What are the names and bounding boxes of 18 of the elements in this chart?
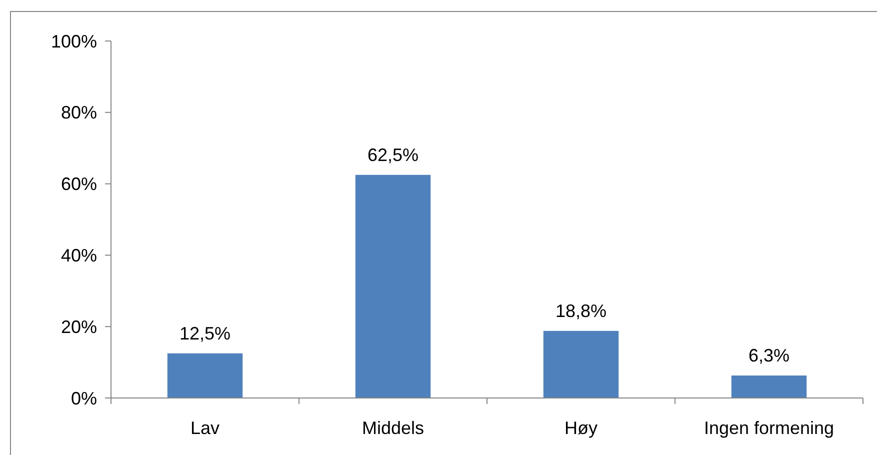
bar [355, 174, 431, 398]
x-tick-label: Ingen formening [704, 418, 834, 438]
bar [167, 353, 243, 398]
data-label: 6,3% [748, 346, 790, 366]
y-tick-label: 20% [60, 316, 97, 337]
data-label: 12,5% [179, 323, 231, 344]
data-label: 62,5% [367, 144, 419, 165]
y-tick-label: 60% [60, 174, 97, 194]
x-tick-label: Middels [362, 418, 424, 438]
x-tick-label: Lav [190, 418, 220, 438]
y-tick-label: 100% [50, 31, 97, 52]
y-tick-label: 0% [70, 388, 97, 408]
y-tick-label: 80% [60, 102, 97, 123]
x-tick-label: Høy [564, 418, 598, 438]
data-label: 18,8% [555, 300, 607, 321]
bar [731, 376, 807, 398]
bar [543, 330, 619, 398]
y-tick-label: 40% [60, 246, 97, 266]
